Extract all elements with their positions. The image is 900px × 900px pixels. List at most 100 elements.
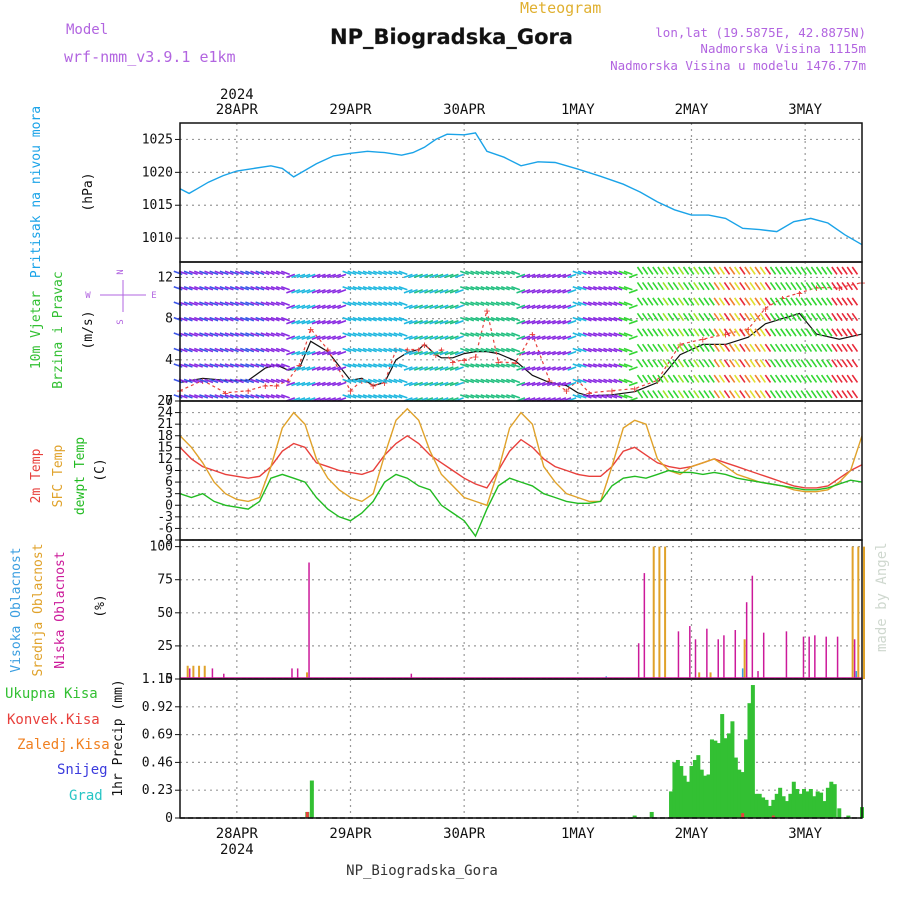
wind-arrow (500, 394, 510, 399)
watermark: made by Angel (874, 542, 890, 652)
cloud-bar (851, 546, 854, 679)
wind-arrow (219, 270, 229, 276)
wind-arrow (546, 289, 556, 294)
wind-arrow (470, 270, 480, 276)
wind-arrow (255, 285, 265, 291)
wind-arrow (810, 312, 818, 322)
wind-arrow (188, 378, 198, 384)
wind-arrow (608, 394, 618, 399)
wind-arrow (332, 350, 342, 356)
wind-arrow (265, 270, 275, 276)
precip-bar (822, 801, 827, 818)
wind-arrow (667, 297, 674, 306)
wind-arrow (357, 316, 367, 322)
wind-arrow (744, 343, 751, 353)
wind-arrow (188, 316, 198, 322)
wind-arrow (657, 359, 664, 368)
wind-arrow (647, 312, 654, 322)
cloud-bar (717, 639, 719, 679)
wind-arrow (275, 363, 285, 368)
wind-arrow (224, 316, 234, 322)
wind-arrow (367, 316, 377, 322)
gust-marker: + (296, 359, 303, 372)
wind-arrow (296, 366, 306, 371)
wind-arrow (516, 273, 526, 279)
wind-arrow (280, 347, 290, 353)
wind-arrow (577, 378, 587, 384)
wind-arrow (367, 270, 377, 276)
y-tick-label: 4 (165, 353, 173, 368)
wind-arrow (672, 343, 680, 353)
wind-arrow (562, 335, 572, 340)
cloud-axis-label: (%) (93, 594, 108, 617)
wind-arrow (434, 289, 444, 294)
wind-arrow (774, 343, 782, 353)
wind-arrow (836, 312, 843, 322)
wind-arrow (662, 343, 669, 353)
bottom-day-label: 3MAY (788, 826, 822, 842)
precip-bar (781, 796, 786, 818)
wind-arrow (408, 366, 418, 371)
wind-arrow (413, 304, 423, 310)
wind-arrow (718, 359, 726, 368)
wind-arrow (815, 328, 823, 337)
precip-axis-label: 1hr Precip (mm) (111, 679, 126, 796)
wind-arrow (698, 390, 705, 399)
wind-arrow (703, 328, 710, 337)
wind-arrow (260, 316, 270, 322)
wind-arrow (388, 394, 398, 399)
wind-arrow (495, 378, 505, 384)
wind-arrow (229, 363, 239, 368)
wind-arrow (500, 270, 510, 276)
wind-arrow (623, 347, 633, 353)
wind-arrow (672, 390, 680, 399)
wind-arrow (373, 316, 383, 322)
wind-arrow (229, 347, 239, 353)
wind-arrow (831, 359, 838, 368)
elevation-label: Nadmorska Visina 1115m (700, 41, 866, 56)
wind-arrow (219, 394, 229, 399)
wind-arrow (383, 301, 393, 306)
wind-arrow (357, 285, 367, 291)
y-tick-label: 1025 (142, 132, 173, 147)
wind-arrow (475, 316, 485, 322)
wind-arrow (500, 301, 510, 306)
wind-arrow (831, 390, 838, 399)
wind-arrow (618, 285, 628, 291)
wind-arrow (245, 394, 255, 399)
wind-arrow (265, 347, 275, 353)
wind-arrow (805, 312, 813, 322)
wind-arrow (204, 285, 214, 291)
wind-arrow (785, 297, 792, 306)
wind-arrow (275, 332, 285, 337)
wind-arrow (657, 343, 664, 353)
wind-arrow (188, 363, 198, 368)
wind-arrow (603, 285, 613, 291)
y-tick-label: 6 (165, 475, 173, 490)
precip-bar (754, 793, 759, 818)
wind-arrow (841, 390, 848, 399)
wind-arrow (357, 347, 367, 353)
wind-arrow (708, 359, 715, 368)
wind-arrow (296, 381, 306, 387)
wind-arrow (224, 363, 234, 368)
wind-arrow (470, 378, 480, 384)
wind-arrow (662, 312, 669, 322)
wind-arrow (326, 273, 336, 279)
wind-arrow (687, 390, 695, 399)
wind-arrow (260, 378, 270, 384)
wind-arrow (511, 332, 521, 337)
wind-arrow (439, 366, 449, 371)
wind-arrow (628, 350, 638, 356)
wind-arrow (311, 366, 321, 371)
wind-arrow (465, 332, 475, 337)
wind-arrow (280, 285, 290, 291)
wind-arrow (652, 281, 659, 291)
cloud-bar (808, 636, 810, 679)
wind-arrow (598, 347, 608, 353)
wind-arrow (388, 301, 398, 306)
cloud-bar (802, 636, 805, 679)
wind-arrow (516, 366, 526, 371)
wind-arrow (693, 281, 700, 291)
wind-arrow (321, 381, 331, 387)
